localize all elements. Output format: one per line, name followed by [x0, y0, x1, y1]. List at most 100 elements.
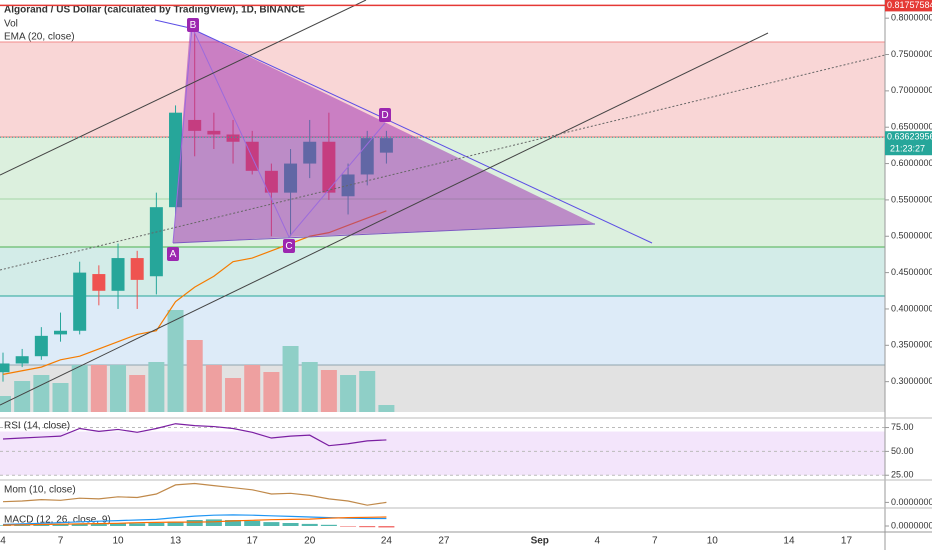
macd-histogram-bar	[110, 523, 127, 526]
trend-line	[172, 223, 596, 244]
x-tick-label: 7	[652, 536, 658, 547]
macd-histogram-bar	[359, 526, 376, 528]
macd-histogram-bar	[52, 524, 69, 526]
trend-line	[0, 0, 367, 176]
macd-histogram-bar	[71, 523, 88, 526]
drawings: A B C D	[0, 0, 886, 406]
x-tick-label: Sep	[531, 536, 549, 547]
pattern-tag	[187, 18, 199, 32]
y-tick-label: 25.00	[891, 470, 914, 480]
price-tag	[885, 131, 932, 156]
macd-histogram-bar	[33, 524, 50, 526]
volume-bar	[359, 371, 376, 412]
pattern-tag	[283, 239, 295, 253]
y-tick-label: 50.00	[891, 446, 914, 456]
fib-band	[0, 365, 885, 412]
macd-histogram-bar	[244, 520, 261, 526]
volume-bar	[225, 378, 242, 412]
volume-bar	[263, 372, 280, 412]
rsi-line	[2, 423, 387, 447]
signal-line	[2, 516, 387, 526]
candle-body	[73, 272, 87, 331]
volume-bar	[110, 365, 127, 412]
candle-body	[0, 363, 10, 373]
macd-histogram-bar	[186, 520, 203, 526]
volume-bar	[282, 346, 299, 412]
macd-histogram-bar	[14, 525, 31, 526]
fib-band	[0, 247, 885, 296]
candle-body	[15, 356, 29, 364]
x-tick-label: 13	[170, 536, 182, 547]
pattern-path	[172, 25, 386, 244]
macd-histogram-bar	[282, 523, 299, 526]
volume-bar	[205, 365, 222, 412]
candle-body	[111, 258, 125, 291]
countdown-label: 21:23:27	[890, 144, 925, 154]
macd-histogram-bar	[167, 521, 184, 526]
y-tick-label: 75.00	[891, 422, 914, 432]
legend-entry: MACD (12, 26, close, 9)	[4, 515, 111, 526]
legend-entry: RSI (14, close)	[4, 421, 70, 432]
fib-band	[0, 296, 885, 365]
rsi-band	[0, 431, 885, 476]
x-tick-label: 4	[0, 536, 6, 547]
legend-entry: EMA (20, close)	[4, 32, 75, 43]
pattern-label: B	[190, 20, 197, 31]
macd-histogram-bar	[378, 526, 395, 528]
volume-bar	[129, 375, 146, 412]
price-tag-label: 0.81757584	[887, 0, 932, 10]
macd-histogram-bar	[148, 523, 165, 526]
volume-bar	[52, 383, 69, 412]
volume-bar	[340, 375, 357, 412]
x-tick-label: 24	[381, 536, 393, 547]
trend-line	[0, 32, 769, 406]
price-tag	[885, 0, 932, 12]
y-tick-label: 0.30000000	[891, 376, 932, 386]
volume-bar	[14, 381, 31, 412]
x-tick-label: 27	[438, 536, 450, 547]
fib-band	[0, 42, 885, 137]
pattern-label: A	[170, 249, 177, 260]
legend-entry: Mom (10, close)	[4, 485, 76, 496]
x-tick-label: 17	[841, 536, 853, 547]
pattern-tag	[379, 108, 391, 122]
volume-bar	[167, 310, 184, 412]
triangle-pattern	[173, 28, 595, 243]
macd-histogram-bar	[320, 524, 337, 526]
trend-line	[154, 19, 191, 29]
macd-line	[2, 514, 387, 526]
macd-histogram-bar	[263, 522, 280, 526]
volume-bar	[0, 396, 11, 412]
x-tick-label: 10	[707, 536, 719, 547]
candle-body	[54, 330, 68, 335]
candle-body	[130, 258, 144, 280]
macd-histogram-bar	[225, 520, 242, 526]
candle-body	[149, 207, 163, 277]
volume-bar	[186, 340, 203, 412]
x-tick-label: 7	[58, 536, 64, 547]
macd-histogram-bar	[90, 523, 107, 526]
volume-bar	[320, 370, 337, 412]
legend-entry: Vol	[4, 19, 18, 30]
pattern-tag	[167, 247, 179, 261]
candle-body	[92, 274, 106, 291]
mom-line	[2, 482, 387, 506]
trend-line	[189, 27, 653, 244]
x-tick-label: 14	[783, 536, 795, 547]
x-tick-label: 17	[247, 536, 259, 547]
macd-histogram-bar	[129, 523, 146, 526]
chart-title: Algorand / US Dollar (calculated by Trad…	[4, 5, 305, 16]
macd-histogram-bar	[301, 523, 318, 526]
